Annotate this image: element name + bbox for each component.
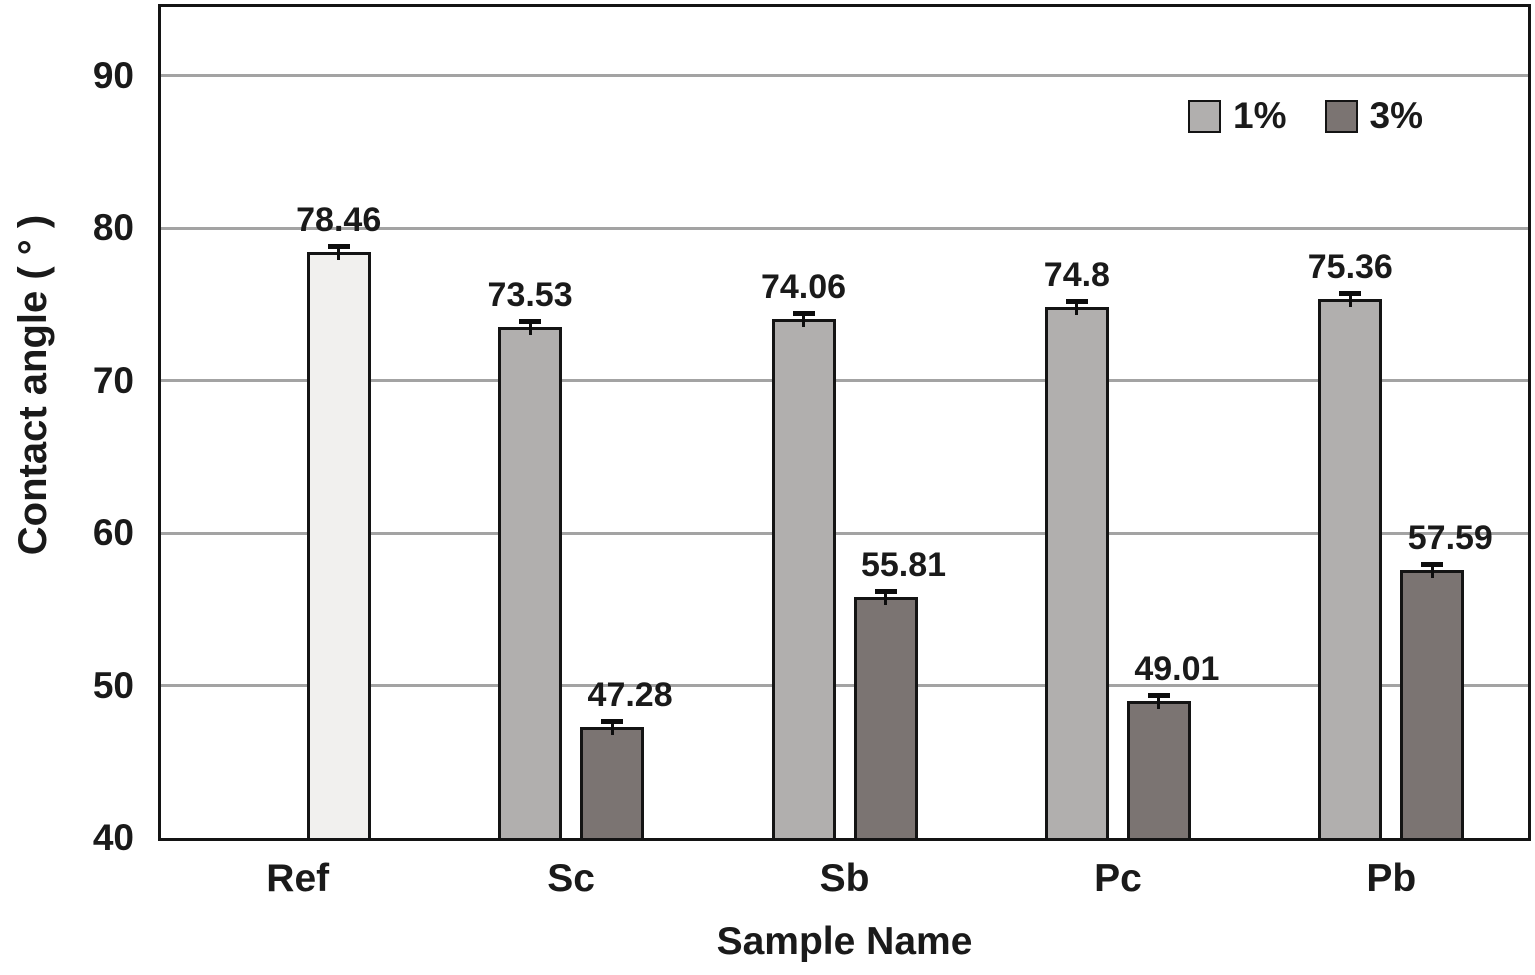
x-tick-label-Pb: Pb	[1366, 857, 1417, 900]
error-bar-cap	[874, 588, 897, 594]
bar-pct3-Sc	[580, 727, 645, 838]
y-tick-label-40: 40	[92, 817, 134, 858]
error-bar-cap	[792, 310, 815, 316]
y-tick-label-60: 60	[92, 512, 134, 554]
legend-swatch-3pct	[1324, 99, 1358, 133]
error-bar-cap	[601, 718, 624, 724]
error-bar-stem	[1075, 299, 1079, 316]
error-bar-stem	[1157, 692, 1161, 709]
x-tick-label-Sb: Sb	[819, 857, 870, 900]
y-tick-label-90: 90	[92, 54, 134, 96]
x-axis-title: Sample Name	[716, 920, 973, 963]
gridline-90	[161, 74, 1528, 78]
x-tick-label-Pc: Pc	[1094, 857, 1142, 900]
bar-pct3-Pb	[1400, 569, 1465, 838]
error-bar-cap	[327, 243, 350, 249]
error-bar-cap	[1147, 692, 1170, 698]
y-axis-tick-labels: 90 80 70 60 50 40	[0, 7, 140, 858]
gridline-50	[161, 684, 1528, 688]
x-tick-label-Ref: Ref	[266, 857, 330, 900]
error-bar-cap	[1421, 561, 1444, 567]
error-bar-stem	[528, 318, 532, 335]
y-tick-label-50: 50	[92, 664, 134, 706]
error-bar-stem	[1348, 290, 1352, 307]
legend: 1% 3%	[1188, 96, 1423, 136]
bar-value-label: 78.46	[296, 200, 382, 239]
x-tick-label-Sc: Sc	[547, 857, 595, 900]
bar-value-label: 74.06	[760, 267, 847, 306]
bar-value-label: 49.01	[1134, 649, 1220, 688]
bar-pct3-Pc	[1126, 700, 1191, 838]
bar-pct1-Sc	[498, 326, 563, 838]
gridline-70	[161, 379, 1528, 383]
legend-item-1pct: 1%	[1188, 95, 1287, 136]
plot-area: 78.46 73.53 74.06 74.8 75.36 47.28 55.81 49.01 5…	[158, 4, 1531, 841]
bar-value-label: 73.53	[487, 275, 573, 314]
legend-item-3pct: 3%	[1324, 95, 1423, 136]
bar-value-label: 55.81	[860, 545, 947, 584]
bar-value-label: 75.36	[1307, 247, 1393, 286]
bar-value-label: 47.28	[587, 675, 673, 714]
error-bar-stem	[884, 588, 887, 605]
y-tick-label-70: 70	[92, 359, 134, 401]
error-bar-stem	[802, 310, 805, 327]
error-bar-cap	[1065, 299, 1088, 305]
error-bar-stem	[337, 243, 341, 260]
bar-pct1-Pb	[1318, 298, 1383, 838]
bar-pct1-Pc	[1044, 307, 1109, 838]
bar-ref-Ref	[306, 251, 371, 838]
gridline-60	[161, 531, 1528, 535]
legend-label-3pct: 3%	[1369, 95, 1423, 136]
error-bar-cap	[519, 318, 542, 324]
error-bar-stem	[610, 718, 614, 735]
bar-pct3-Sb	[853, 596, 918, 838]
legend-label-1pct: 1%	[1233, 95, 1287, 136]
y-tick-label-80: 80	[92, 207, 134, 249]
x-axis-tick-labels: Ref Sc Sb Pc Pb	[161, 857, 1528, 901]
error-bar-stem	[1430, 561, 1434, 578]
gridline-80	[161, 226, 1528, 230]
bar-value-label: 74.8	[1043, 256, 1110, 295]
legend-swatch-1pct	[1188, 99, 1222, 133]
bar-value-label: 57.59	[1407, 518, 1493, 557]
error-bar-cap	[1339, 290, 1362, 296]
